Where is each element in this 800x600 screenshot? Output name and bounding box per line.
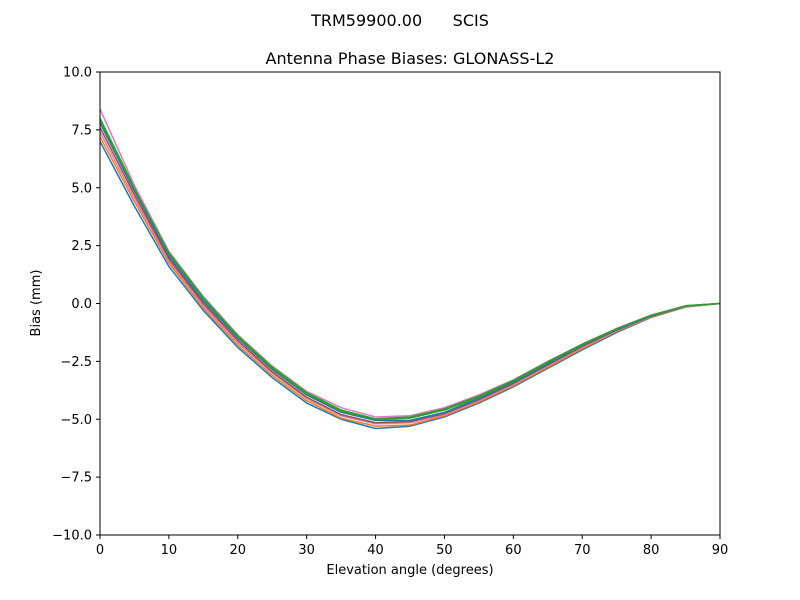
y-tick-label: 2.5	[71, 239, 92, 254]
y-tick-label: 0.0	[71, 297, 92, 312]
series-line-5	[100, 122, 720, 422]
y-axis-label: Bias (mm)	[29, 270, 44, 337]
x-axis-label: Elevation angle (degrees)	[326, 563, 493, 578]
y-tick-label: −10.0	[52, 529, 92, 544]
x-tick-label: 70	[574, 543, 591, 558]
series-line-6	[100, 117, 720, 420]
x-tick-label: 50	[436, 543, 453, 558]
chart-title: Antenna Phase Biases: GLONASS-L2	[266, 49, 555, 68]
x-tick-label: 90	[712, 543, 729, 558]
y-tick-label: 5.0	[71, 181, 92, 196]
y-tick-label: 10.0	[63, 66, 92, 81]
series-line-7	[100, 108, 720, 418]
series-line-1	[100, 141, 720, 430]
axes-frame	[99, 71, 721, 536]
y-tick-label: −5.0	[60, 413, 92, 428]
x-tick-label: 40	[367, 543, 384, 558]
y-tick-label: −2.5	[60, 355, 92, 370]
x-tick-label: 0	[96, 543, 104, 558]
plot-area: 0 10 20 30 40 50 60 70 80 90 −10.0 −7.5 −5.0 −2.5 0.0 2…	[52, 66, 728, 559]
series-line-2	[100, 136, 720, 427]
y-tick-label: −7.5	[60, 471, 92, 486]
x-tick-label: 60	[505, 543, 522, 558]
series-line-3	[100, 131, 720, 425]
x-tick-label: 30	[298, 543, 315, 558]
x-tick-label: 20	[230, 543, 247, 558]
x-tick-label: 10	[161, 543, 178, 558]
series-line-8	[100, 120, 720, 420]
chart-suptitle: TRM59900.00 SCIS	[310, 11, 489, 30]
x-tick-label: 80	[643, 543, 660, 558]
series-group	[100, 108, 720, 430]
series-line-4	[100, 127, 720, 424]
y-tick-label: 7.5	[71, 123, 92, 138]
